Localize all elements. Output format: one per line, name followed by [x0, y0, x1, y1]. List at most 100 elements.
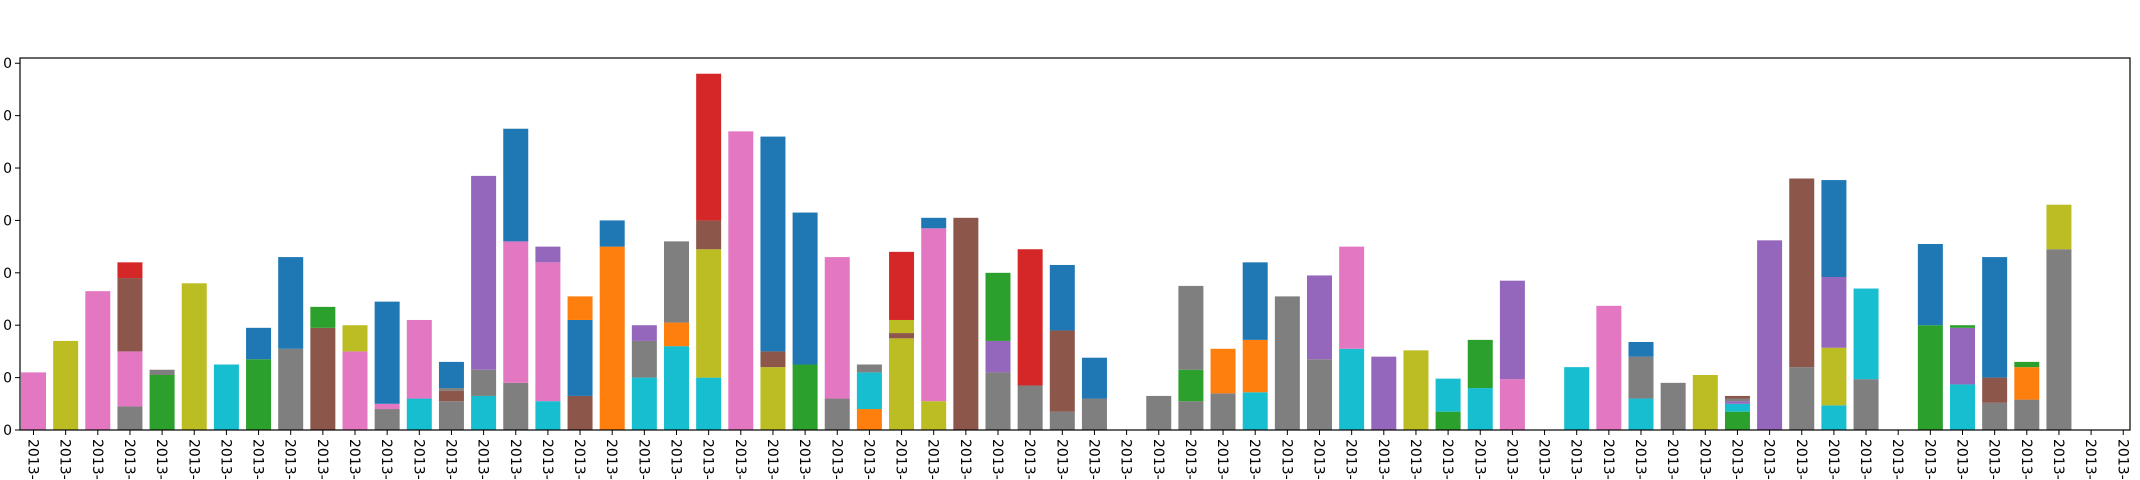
bar-segment-59-0: [1917, 325, 1943, 430]
x-tick-label-6: 2013-: [217, 439, 233, 480]
x-tick-label-15: 2013-: [507, 439, 523, 480]
bar-segment-14-1: [471, 369, 497, 396]
bar-segment-22-0: [728, 131, 754, 430]
x-tick-label-20: 2013-: [668, 439, 684, 480]
bar-segment-57-0: [1853, 379, 1879, 430]
x-tick-label-10: 2013-: [346, 439, 362, 480]
bar-segment-52-0: [1692, 374, 1718, 430]
x-tick-label-27: 2013-: [893, 439, 909, 480]
bar-segment-56-1: [1821, 347, 1847, 406]
x-tick-label-9: 2013-: [314, 439, 330, 480]
x-tick-label-37: 2013-: [1214, 439, 1230, 480]
bar-segment-53-2: [1724, 401, 1750, 404]
bar-segment-44-1: [1435, 378, 1461, 412]
x-tick-label-59: 2013-: [1921, 439, 1937, 480]
bar-segment-19-1: [631, 340, 657, 378]
bar-segment-55-0: [1789, 367, 1815, 430]
x-tick-label-42: 2013-: [1375, 439, 1391, 480]
bar-segment-37-0: [1210, 393, 1236, 430]
bar-segment-7-0: [246, 359, 272, 430]
bar-segment-16-2: [535, 246, 561, 263]
bar-segment-61-0: [1982, 402, 2008, 430]
bar-segment-17-2: [567, 296, 593, 320]
bar-segment-4-1: [149, 369, 175, 375]
x-tick-label-11: 2013-: [378, 439, 394, 480]
bar-segment-12-1: [406, 319, 432, 399]
bar-segment-48-0: [1564, 367, 1590, 430]
bar-segment-26-2: [856, 364, 882, 373]
bar-segment-5-0: [181, 283, 207, 430]
bar-segment-61-1: [1982, 377, 2008, 403]
bar-segment-54-0: [1757, 240, 1783, 430]
bar-segment-13-1: [438, 390, 464, 402]
bar-segment-44-0: [1435, 411, 1461, 430]
x-axis: 2013- 2013- 2013- 2013- 2013- 2013- 2013- 2013-…: [25, 430, 2130, 480]
y-tick-label-5: 0: [3, 161, 12, 177]
bar-segment-17-1: [567, 319, 593, 396]
y-axis: 0 0 0 0 0 0 0 0: [3, 56, 20, 439]
bar-segment-56-2: [1821, 277, 1847, 348]
x-tick-label-55: 2013-: [1793, 439, 1809, 480]
bar-segment-27-1: [889, 333, 915, 339]
bar-segment-16-0: [535, 401, 561, 430]
x-tick-label-5: 2013-: [185, 439, 201, 480]
bar-segment-9-0: [310, 327, 336, 430]
bar-segment-1-0: [53, 340, 79, 430]
x-tick-label-32: 2013-: [1053, 439, 1069, 480]
x-tick-label-36: 2013-: [1182, 439, 1198, 480]
bar-segment-45-0: [1467, 388, 1493, 430]
bar-segment-36-1: [1178, 369, 1204, 402]
bar-segment-13-3: [438, 361, 464, 389]
bar-segment-33-0: [1081, 398, 1107, 430]
bar-segment-20-2: [664, 241, 689, 323]
x-tick-label-3: 2013-: [121, 439, 137, 480]
bar-segment-46-0: [1499, 379, 1525, 430]
bar-segment-51-0: [1660, 382, 1686, 430]
bar-segment-27-2: [889, 319, 915, 334]
bar-segment-49-0: [1596, 305, 1622, 430]
bar-segment-23-1: [760, 351, 786, 368]
x-tick-label-51: 2013-: [1664, 439, 1680, 480]
bar-segment-38-2: [1242, 262, 1268, 340]
bar-segment-41-1: [1339, 246, 1365, 349]
bar-segment-46-1: [1499, 280, 1525, 380]
bar-segment-3-1: [117, 351, 143, 407]
x-tick-label-13: 2013-: [442, 439, 458, 480]
bar-segment-8-0: [278, 348, 304, 430]
x-tick-label-39: 2013-: [1278, 439, 1294, 480]
x-tick-label-31: 2013-: [1021, 439, 1037, 480]
x-tick-label-8: 2013-: [282, 439, 298, 480]
x-tick-label-7: 2013-: [250, 439, 266, 480]
bar-segment-38-0: [1242, 392, 1268, 430]
x-tick-label-23: 2013-: [764, 439, 780, 480]
x-tick-label-46: 2013-: [1503, 439, 1519, 480]
bar-segment-29-0: [953, 217, 979, 430]
bar-segment-60-1: [1950, 327, 1975, 385]
x-tick-label-17: 2013-: [571, 439, 587, 480]
x-tick-label-2: 2013-: [89, 439, 105, 480]
x-tick-label-45: 2013-: [1471, 439, 1487, 480]
x-tick-label-21: 2013-: [700, 439, 716, 480]
y-tick-label-7: 0: [3, 56, 12, 72]
bar-segment-63-1: [2046, 204, 2072, 250]
bar-segment-15-1: [503, 241, 529, 383]
bar-segment-25-1: [824, 257, 850, 399]
y-tick-label-6: 0: [3, 109, 12, 125]
bar-segment-23-0: [760, 367, 786, 430]
bar-segment-63-0: [2046, 249, 2072, 430]
bar-segment-35-0: [1146, 395, 1172, 430]
bar-segment-3-2: [117, 278, 143, 352]
x-tick-label-41: 2013-: [1343, 439, 1359, 480]
bar-segment-13-2: [438, 388, 464, 391]
x-tick-label-33: 2013-: [1085, 439, 1101, 480]
bar-segment-53-1: [1724, 403, 1750, 412]
bar-segment-21-1: [696, 249, 722, 378]
bar-segment-0-0: [21, 372, 46, 430]
bar-segment-17-0: [567, 395, 593, 430]
bar-segment-6-0: [213, 364, 239, 430]
bar-segment-18-0: [599, 246, 625, 430]
bar-segment-21-3: [696, 73, 722, 221]
bar-segment-14-0: [471, 395, 497, 430]
x-tick-label-62: 2013-: [2018, 439, 2034, 480]
